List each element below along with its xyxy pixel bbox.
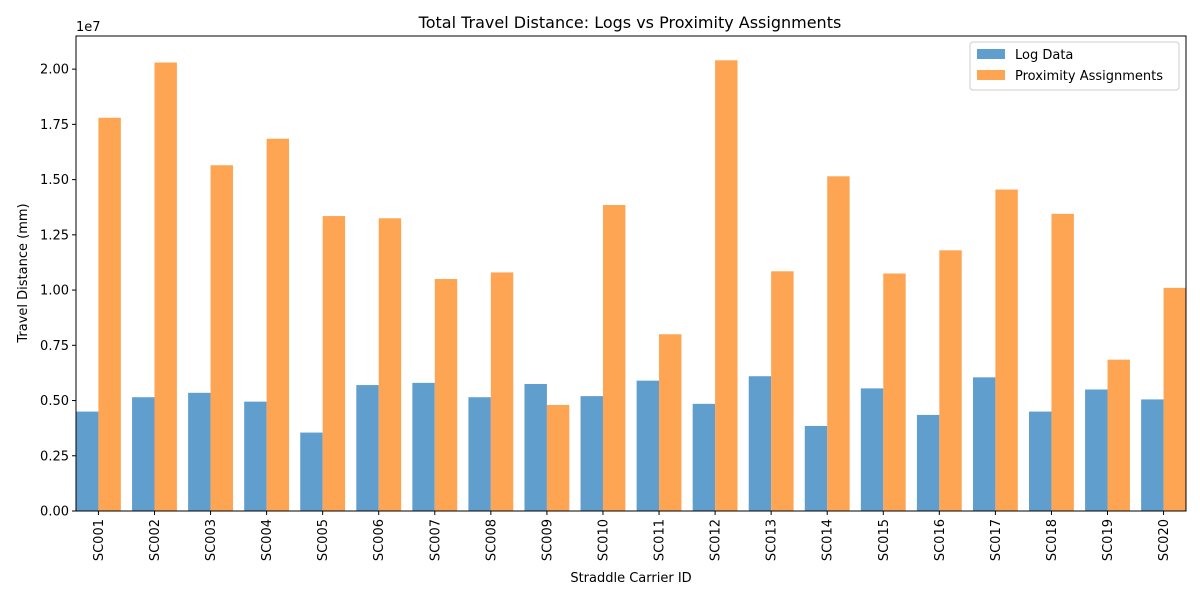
x-tick-label: SC002	[148, 519, 163, 561]
bar-proximity-sc003	[210, 165, 233, 512]
bar-log-data-sc001	[76, 411, 99, 511]
x-tick-label: SC011	[653, 519, 668, 561]
legend-frame	[969, 41, 1180, 91]
bar-log-data-sc016	[916, 414, 940, 511]
x-tick-label: SC018	[1045, 519, 1060, 561]
y-tick-label: 0.75	[40, 339, 69, 354]
bar-proximity-sc005	[322, 216, 346, 511]
y-tick-label: 0.50	[40, 394, 69, 409]
bar-proximity-sc011	[659, 334, 682, 511]
y-tick-label: 2.00	[40, 63, 69, 78]
bar-log-data-sc019	[1085, 389, 1108, 511]
x-tick-label: SC010	[596, 519, 611, 561]
y-tick-label: 0.00	[40, 505, 69, 520]
x-tick-label: SC004	[260, 519, 275, 561]
bar-proximity-sc020	[1163, 287, 1186, 511]
y-tick-label: 0.25	[40, 449, 69, 464]
x-tick-label: SC017	[989, 519, 1004, 561]
bar-proximity-sc002	[154, 62, 177, 511]
bar-proximity-sc001	[98, 117, 121, 512]
bar-proximity-sc012	[715, 60, 738, 512]
plot-frame	[75, 35, 1187, 512]
chart-title: Total Travel Distance: Logs vs Proximity…	[418, 13, 842, 32]
bar-log-data-sc008	[468, 397, 491, 511]
bar-log-data-sc005	[300, 432, 323, 511]
bar-log-data-sc018	[1029, 411, 1052, 511]
legend-label-proximity-assignments: Proximity Assignments	[1015, 69, 1163, 84]
y-tick-label: 1.50	[40, 173, 69, 188]
bar-log-data-sc015	[860, 388, 884, 511]
bar-proximity-sc016	[939, 250, 962, 512]
legend-swatch-proximity-assignments	[977, 70, 1005, 80]
bar-log-data-sc014	[804, 425, 828, 511]
x-axis: SC001 SC002 SC003 SC004 SC005 SC006 SC007 SC008…	[92, 511, 1172, 561]
x-tick-label: SC007	[428, 519, 443, 561]
legend-swatch-log-data	[977, 49, 1005, 59]
bar-log-data-sc009	[524, 383, 547, 511]
x-tick-label: SC001	[92, 519, 107, 561]
bar-proximity-sc006	[378, 218, 402, 511]
y-axis-label: Travel Distance (mm)	[16, 203, 31, 343]
bar-log-data-sc003	[188, 392, 211, 511]
bar-log-data-sc010	[580, 396, 603, 511]
x-tick-label: SC014	[821, 519, 836, 561]
x-tick-label: SC005	[316, 519, 331, 561]
bar-proximity-sc015	[883, 273, 906, 511]
bar-proximity-sc019	[1107, 359, 1130, 511]
legend: Log Data Proximity Assignments	[969, 41, 1180, 91]
x-tick-label: SC020	[1157, 519, 1172, 561]
x-tick-label: SC009	[540, 519, 555, 561]
x-tick-label: SC019	[1101, 519, 1116, 561]
bar-proximity-sc008	[490, 272, 514, 511]
y-tick-label: 1.25	[40, 228, 69, 243]
bar-log-data-sc020	[1141, 399, 1164, 511]
legend-label-log-data: Log Data	[1015, 48, 1073, 63]
y-axis-offset-label: 1e7	[76, 20, 101, 35]
bar-log-data-sc013	[748, 376, 772, 511]
bar-log-data-sc007	[412, 382, 435, 511]
y-axis: 0.00 0.25 0.50 0.75 1.00 1.25 1.50 1.75 2.00	[40, 63, 76, 520]
bar-log-data-sc017	[972, 377, 996, 511]
bar-proximity-sc007	[434, 279, 458, 511]
bar-proximity-sc013	[771, 271, 794, 511]
bars-group	[76, 60, 1186, 512]
bar-log-data-sc011	[636, 380, 660, 511]
x-tick-label: SC015	[877, 519, 892, 561]
x-tick-label: SC012	[709, 519, 724, 561]
bar-proximity-sc009	[546, 404, 570, 511]
bar-log-data-sc006	[356, 385, 379, 511]
x-axis-label: Straddle Carrier ID	[570, 571, 691, 586]
bar-log-data-sc002	[132, 397, 155, 511]
x-tick-label: SC003	[204, 519, 219, 561]
y-tick-label: 1.00	[40, 284, 69, 299]
x-tick-label: SC016	[933, 519, 948, 561]
bar-proximity-sc010	[602, 205, 626, 511]
bar-log-data-sc004	[244, 401, 267, 511]
bar-proximity-sc018	[1051, 213, 1074, 511]
y-tick-label: 1.75	[40, 118, 69, 133]
x-tick-label: SC013	[765, 519, 780, 561]
x-tick-label: SC006	[372, 519, 387, 561]
bar-proximity-sc017	[995, 189, 1018, 512]
x-tick-label: SC008	[484, 519, 499, 561]
bar-log-data-sc012	[692, 403, 716, 511]
bar-proximity-sc014	[827, 176, 850, 512]
bar-proximity-sc004	[266, 138, 290, 512]
